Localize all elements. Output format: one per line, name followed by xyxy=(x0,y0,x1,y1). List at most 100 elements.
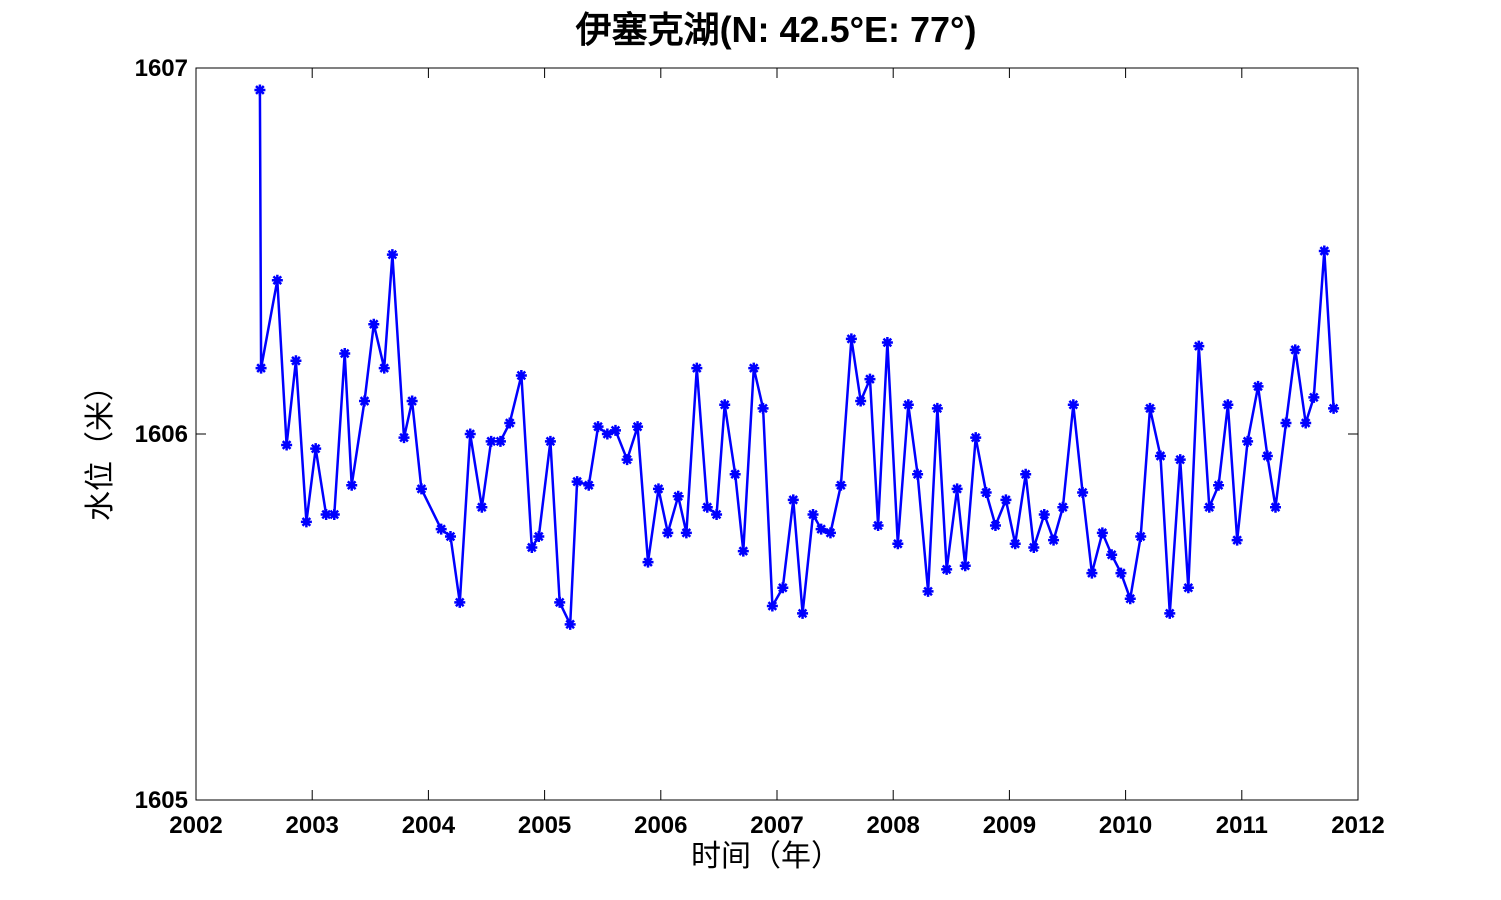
x-tick-label: 2002 xyxy=(169,812,222,839)
data-point-marker xyxy=(494,435,506,447)
data-point-marker xyxy=(1124,593,1136,605)
data-point-marker xyxy=(1252,380,1264,392)
data-point-marker xyxy=(864,373,876,385)
data-point-marker xyxy=(1057,501,1069,513)
data-point-marker xyxy=(378,362,390,374)
data-point-marker xyxy=(777,582,789,594)
data-point-marker xyxy=(642,556,654,568)
data-point-marker xyxy=(1067,399,1079,411)
data-point-marker xyxy=(515,369,527,381)
data-point-marker xyxy=(931,402,943,414)
data-point-marker xyxy=(281,439,293,451)
data-point-marker xyxy=(554,596,566,608)
data-point-marker xyxy=(504,417,516,429)
data-point-marker xyxy=(571,476,583,488)
data-point-marker xyxy=(1193,340,1205,352)
data-point-marker xyxy=(406,395,418,407)
data-point-marker xyxy=(485,435,497,447)
data-point-marker xyxy=(1144,402,1156,414)
data-point-marker xyxy=(1280,417,1292,429)
data-point-marker xyxy=(737,545,749,557)
data-point-marker xyxy=(757,402,769,414)
data-point-marker xyxy=(1289,344,1301,356)
data-point-marker xyxy=(310,443,322,455)
data-point-marker xyxy=(989,520,1001,531)
data-point-marker xyxy=(797,607,809,619)
data-point-marker xyxy=(881,337,893,348)
data-point-marker xyxy=(845,333,857,345)
data-point-marker xyxy=(583,479,595,491)
data-point-marker xyxy=(1261,450,1273,462)
data-point-marker xyxy=(1038,509,1050,521)
data-point-marker xyxy=(1182,582,1194,594)
data-point-marker xyxy=(1115,567,1127,579)
data-point-marker xyxy=(339,347,351,359)
data-point-marker xyxy=(815,523,827,535)
data-point-marker xyxy=(398,432,410,444)
data-point-marker xyxy=(1135,530,1147,542)
data-point-marker xyxy=(1270,501,1281,513)
data-point-marker xyxy=(368,318,380,330)
data-point-marker xyxy=(1222,399,1234,411)
x-axis: 2002 2003 2004 2005 2006 2007 2008 2009 2010 2011… xyxy=(169,68,1385,839)
data-point-marker xyxy=(435,523,447,535)
data-point-marker xyxy=(680,527,692,539)
data-point-marker xyxy=(1086,567,1098,579)
data-point-marker xyxy=(711,509,723,521)
x-tick-label: 2012 xyxy=(1331,812,1384,839)
data-point-marker xyxy=(254,84,266,96)
data-point-marker xyxy=(959,560,971,572)
data-point-marker xyxy=(1048,534,1060,546)
data-point-marker xyxy=(1308,391,1320,403)
data-point-marker xyxy=(358,395,370,407)
data-point-marker xyxy=(1000,494,1012,506)
data-point-marker xyxy=(872,520,884,531)
data-point-marker xyxy=(1328,402,1340,414)
data-point-marker xyxy=(592,421,604,433)
data-point-marker xyxy=(1154,450,1166,462)
y-axis: 1605 1606 1607 xyxy=(135,55,1358,814)
chart-title: 伊塞克湖(N: 42.5°E: 77°) xyxy=(575,9,977,50)
data-point-marker xyxy=(824,527,836,539)
data-point-marker xyxy=(526,541,538,553)
data-point-marker xyxy=(807,509,819,521)
data-point-marker xyxy=(255,362,267,374)
x-tick-label: 2005 xyxy=(518,812,571,839)
data-point-marker xyxy=(835,479,847,491)
data-point-marker xyxy=(1300,417,1312,429)
data-point-marker xyxy=(748,362,760,374)
data-point-marker xyxy=(941,563,953,575)
data-point-marker xyxy=(1242,435,1254,447)
data-point-marker xyxy=(601,428,613,440)
data-point-marker xyxy=(1096,527,1108,539)
x-tick-label: 2010 xyxy=(1099,812,1152,839)
data-point-marker xyxy=(1077,487,1089,499)
data-point-marker xyxy=(1164,607,1176,619)
data-point-marker xyxy=(415,483,427,495)
data-point-marker xyxy=(1174,454,1186,466)
data-point-marker xyxy=(1203,501,1215,513)
data-point-marker xyxy=(609,424,621,436)
data-point-marker xyxy=(320,509,332,521)
data-point-marker xyxy=(970,432,982,444)
data-point-marker xyxy=(892,538,904,550)
x-tick-label: 2011 xyxy=(1216,812,1268,839)
data-point-marker xyxy=(951,483,963,495)
data-point-marker xyxy=(444,530,456,542)
data-point-marker xyxy=(564,618,576,630)
data-point-marker xyxy=(621,454,633,466)
x-axis-label: 时间（年） xyxy=(691,839,841,874)
y-tick-label: 1605 xyxy=(135,787,188,814)
data-point-marker xyxy=(1028,541,1040,553)
x-tick-label: 2009 xyxy=(983,812,1036,839)
data-point-marker xyxy=(386,249,398,261)
data-point-marker xyxy=(544,435,556,447)
data-point-marker xyxy=(922,585,934,597)
y-tick-label: 1607 xyxy=(135,55,188,82)
x-tick-label: 2004 xyxy=(402,812,456,839)
data-point-marker xyxy=(787,494,799,506)
x-tick-label: 2007 xyxy=(750,812,803,839)
data-point-marker xyxy=(533,530,545,542)
data-point-marker xyxy=(1020,468,1032,480)
data-point-marker xyxy=(632,421,644,433)
